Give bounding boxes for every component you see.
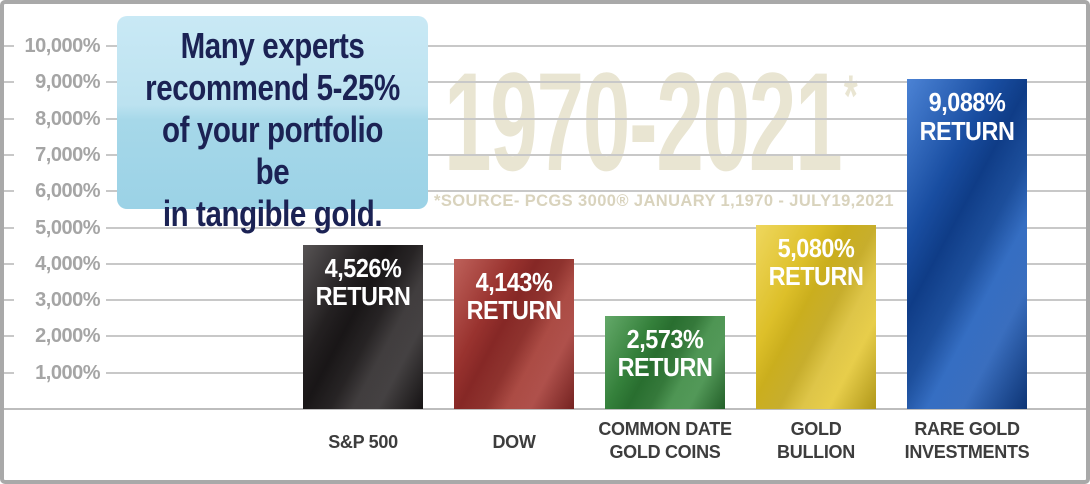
- source-note: *SOURCE- PCGS 3000® JANUARY 1,1970 - JUL…: [434, 192, 894, 210]
- bar-sheen: [454, 258, 574, 409]
- y-axis-label: 9,000%: [14, 69, 106, 96]
- bar-value-label: 5,080% RETURN: [768, 232, 864, 292]
- y-axis-label: 8,000%: [14, 105, 106, 132]
- bar-sheen: [303, 244, 423, 409]
- y-axis-label: 10,000%: [14, 33, 106, 59]
- gridline: [4, 81, 1086, 84]
- callout-text: Many experts recommend 5-25% of your por…: [145, 25, 400, 235]
- bar-s-p-500: 4,526% RETURN: [303, 244, 423, 409]
- bar-sheen: [907, 79, 1027, 409]
- bar-gold-bullion: 5,080% RETURN: [756, 224, 876, 409]
- bar-value-label: 2,573% RETURN: [617, 323, 713, 383]
- bar-value-label: 4,143% RETURN: [466, 266, 562, 326]
- x-axis-label: S&P 500: [328, 432, 398, 452]
- bar-common-date-gold-coins: 2,573% RETURN: [605, 315, 725, 409]
- y-axis-label: 4,000%: [14, 250, 106, 277]
- gridline: [4, 45, 1086, 47]
- y-axis-label: 3,000%: [14, 287, 106, 314]
- x-axis-label: COMMON DATE GOLD COINS: [598, 419, 732, 462]
- gridline: [4, 117, 1086, 120]
- bar-sheen: [605, 315, 725, 409]
- gridline: [4, 153, 1086, 156]
- gridline: [4, 190, 1086, 193]
- watermark-years: 1970-2021*: [444, 52, 858, 192]
- bar-value-label: 9,088% RETURN: [919, 87, 1015, 146]
- watermark-years-text: 1970-2021: [444, 43, 843, 200]
- bar-sheen: [756, 224, 876, 409]
- y-axis-label: 1,000%: [14, 359, 106, 386]
- y-axis-label: 6,000%: [14, 178, 106, 205]
- y-axis-label: 7,000%: [14, 141, 106, 168]
- gridline: [4, 226, 1086, 229]
- bar-dow: 4,143% RETURN: [454, 258, 574, 409]
- baseline: [4, 408, 1086, 410]
- y-axis-label: 2,000%: [14, 323, 106, 350]
- bar-rare-gold-investments: 9,088% RETURN: [907, 79, 1027, 409]
- x-axis-label: GOLD BULLION: [777, 419, 855, 462]
- bar-value-label: 4,526% RETURN: [315, 252, 411, 312]
- y-axis-label: 5,000%: [14, 214, 106, 241]
- x-axis-label: DOW: [492, 432, 536, 452]
- x-axis-label: RARE GOLD INVESTMENTS: [904, 419, 1030, 462]
- callout-box: Many experts recommend 5-25% of your por…: [117, 16, 428, 234]
